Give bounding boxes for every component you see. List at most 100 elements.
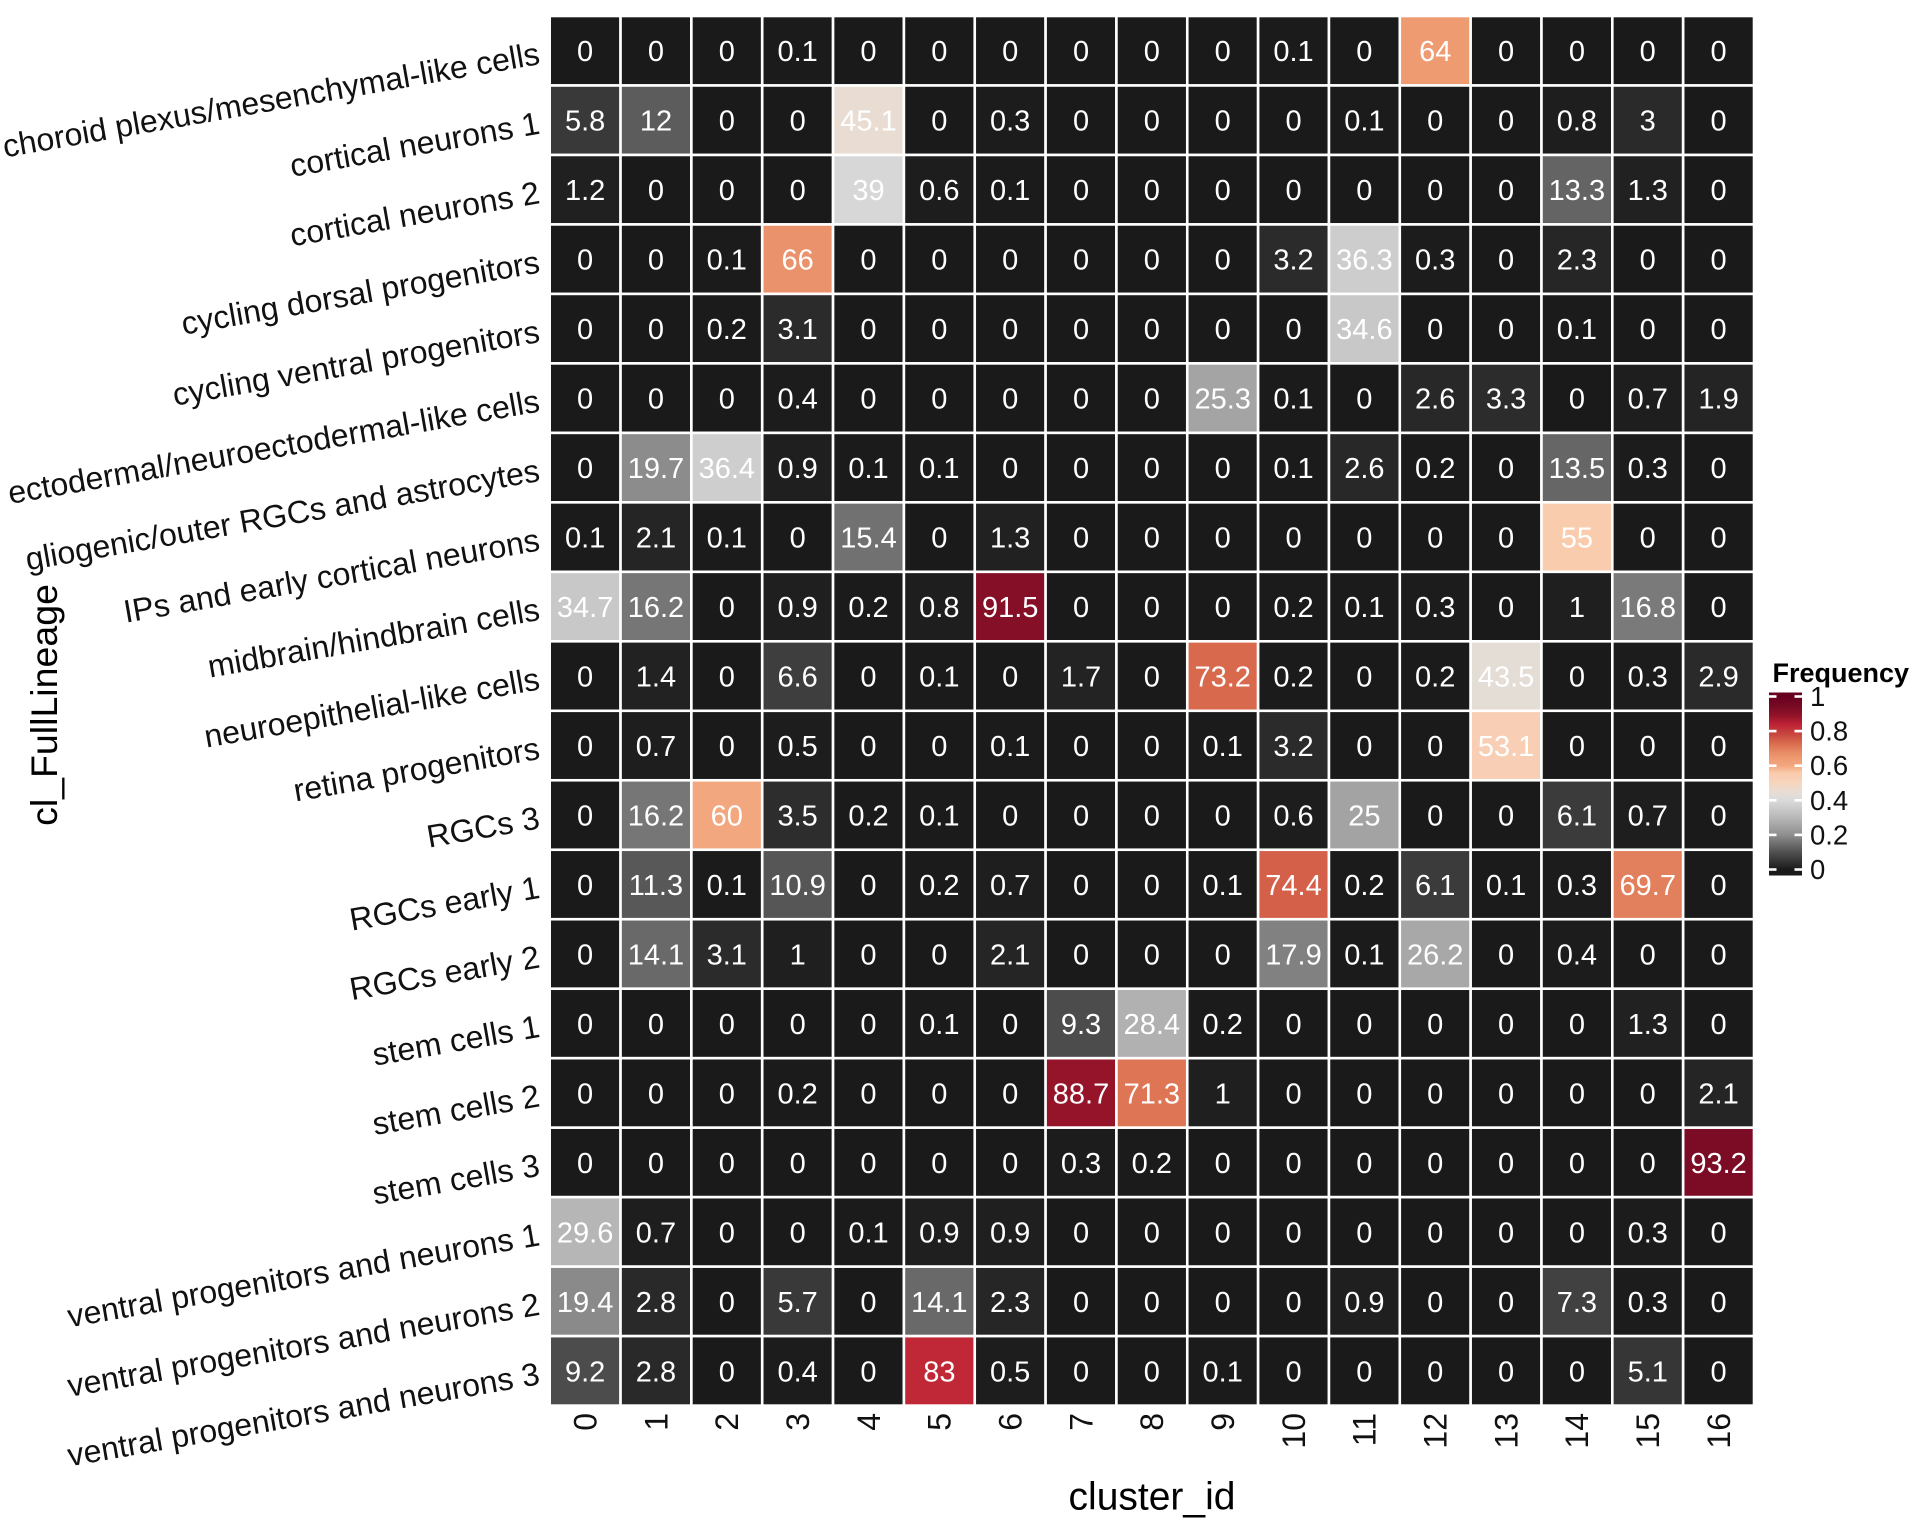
svg-text:0: 0 xyxy=(860,1078,876,1110)
svg-text:0: 0 xyxy=(577,870,593,902)
svg-text:0: 0 xyxy=(577,384,593,416)
svg-text:0: 0 xyxy=(719,175,735,207)
svg-text:0.2: 0.2 xyxy=(848,801,888,833)
svg-text:71.3: 71.3 xyxy=(1124,1078,1180,1110)
svg-text:5: 5 xyxy=(922,1413,958,1431)
svg-text:0: 0 xyxy=(1285,314,1301,346)
svg-text:0: 0 xyxy=(1285,1078,1301,1110)
svg-text:0: 0 xyxy=(1215,592,1231,624)
svg-text:0: 0 xyxy=(1002,1078,1018,1110)
svg-text:0.6: 0.6 xyxy=(1273,801,1313,833)
svg-text:1: 1 xyxy=(638,1413,674,1431)
svg-text:0.1: 0.1 xyxy=(707,523,747,555)
svg-text:3.1: 3.1 xyxy=(777,314,817,346)
svg-text:0: 0 xyxy=(1002,662,1018,694)
svg-text:0: 0 xyxy=(1144,1287,1160,1319)
svg-text:0: 0 xyxy=(1073,939,1089,971)
svg-text:10.9: 10.9 xyxy=(769,870,825,902)
svg-text:0: 0 xyxy=(1498,939,1514,971)
svg-text:3.2: 3.2 xyxy=(1273,245,1313,277)
svg-text:25.3: 25.3 xyxy=(1194,384,1250,416)
svg-text:0: 0 xyxy=(1144,36,1160,68)
svg-text:0: 0 xyxy=(719,1009,735,1041)
svg-text:0: 0 xyxy=(719,662,735,694)
svg-text:0: 0 xyxy=(1640,731,1656,763)
svg-text:0: 0 xyxy=(1144,801,1160,833)
svg-text:0: 0 xyxy=(1073,106,1089,138)
svg-text:0: 0 xyxy=(1711,1287,1727,1319)
svg-text:1.3: 1.3 xyxy=(1628,175,1668,207)
svg-text:2.3: 2.3 xyxy=(1557,245,1597,277)
svg-text:0: 0 xyxy=(1498,1078,1514,1110)
svg-text:0: 0 xyxy=(790,1009,806,1041)
svg-text:0.9: 0.9 xyxy=(919,1217,959,1249)
svg-text:5.7: 5.7 xyxy=(777,1287,817,1319)
svg-text:0: 0 xyxy=(1569,1148,1585,1180)
svg-text:0.3: 0.3 xyxy=(1415,592,1455,624)
svg-text:0: 0 xyxy=(1711,106,1727,138)
svg-text:0: 0 xyxy=(1569,384,1585,416)
svg-text:0: 0 xyxy=(1427,523,1443,555)
svg-text:0: 0 xyxy=(790,106,806,138)
svg-text:45.1: 45.1 xyxy=(840,106,896,138)
svg-text:0: 0 xyxy=(719,1287,735,1319)
svg-text:0: 0 xyxy=(1073,314,1089,346)
svg-text:26.2: 26.2 xyxy=(1407,939,1463,971)
svg-text:0: 0 xyxy=(1711,245,1727,277)
svg-text:0: 0 xyxy=(1711,939,1727,971)
svg-text:36.3: 36.3 xyxy=(1336,245,1392,277)
svg-text:0: 0 xyxy=(931,384,947,416)
svg-text:0: 0 xyxy=(1144,245,1160,277)
svg-text:0.3: 0.3 xyxy=(990,106,1030,138)
svg-text:0: 0 xyxy=(1498,1009,1514,1041)
svg-text:0: 0 xyxy=(1427,175,1443,207)
svg-text:74.4: 74.4 xyxy=(1265,870,1321,902)
svg-text:0: 0 xyxy=(1144,106,1160,138)
svg-text:2: 2 xyxy=(709,1413,745,1431)
svg-text:16.2: 16.2 xyxy=(628,801,684,833)
svg-text:0: 0 xyxy=(1427,1078,1443,1110)
svg-text:0: 0 xyxy=(1711,592,1727,624)
svg-text:0: 0 xyxy=(1073,453,1089,485)
svg-text:0.4: 0.4 xyxy=(1810,785,1848,816)
svg-text:0: 0 xyxy=(1498,106,1514,138)
svg-text:0.6: 0.6 xyxy=(919,175,959,207)
svg-text:16: 16 xyxy=(1701,1413,1737,1449)
svg-text:0.3: 0.3 xyxy=(1628,662,1668,694)
svg-text:0: 0 xyxy=(931,106,947,138)
svg-text:0: 0 xyxy=(1215,939,1231,971)
svg-text:0: 0 xyxy=(1073,175,1089,207)
svg-text:0: 0 xyxy=(1498,592,1514,624)
svg-text:2.6: 2.6 xyxy=(1344,453,1384,485)
svg-text:11: 11 xyxy=(1347,1413,1383,1446)
svg-text:0: 0 xyxy=(1215,245,1231,277)
svg-text:0.1: 0.1 xyxy=(1273,36,1313,68)
svg-text:0: 0 xyxy=(1640,1078,1656,1110)
svg-text:0.7: 0.7 xyxy=(636,1217,676,1249)
svg-text:0: 0 xyxy=(1427,801,1443,833)
svg-text:0: 0 xyxy=(931,314,947,346)
svg-text:0: 0 xyxy=(860,1148,876,1180)
svg-text:0: 0 xyxy=(1356,36,1372,68)
svg-text:0: 0 xyxy=(860,314,876,346)
svg-text:5.8: 5.8 xyxy=(565,106,605,138)
svg-text:0: 0 xyxy=(1356,662,1372,694)
svg-text:0.2: 0.2 xyxy=(1273,592,1313,624)
svg-text:3.1: 3.1 xyxy=(707,939,747,971)
svg-text:0: 0 xyxy=(648,1148,664,1180)
svg-text:0: 0 xyxy=(1285,1356,1301,1388)
svg-text:0: 0 xyxy=(1498,1287,1514,1319)
svg-text:0.9: 0.9 xyxy=(990,1217,1030,1249)
svg-text:39: 39 xyxy=(852,175,884,207)
svg-text:12: 12 xyxy=(640,106,672,138)
svg-text:19.7: 19.7 xyxy=(628,453,684,485)
svg-text:0: 0 xyxy=(648,1009,664,1041)
svg-text:0: 0 xyxy=(1215,453,1231,485)
svg-text:0.7: 0.7 xyxy=(636,731,676,763)
svg-text:7.3: 7.3 xyxy=(1557,1287,1597,1319)
svg-text:0: 0 xyxy=(1356,175,1372,207)
svg-text:53.1: 53.1 xyxy=(1478,731,1534,763)
svg-text:0.9: 0.9 xyxy=(1344,1287,1384,1319)
svg-text:0.2: 0.2 xyxy=(1344,870,1384,902)
svg-text:2.8: 2.8 xyxy=(636,1356,676,1388)
